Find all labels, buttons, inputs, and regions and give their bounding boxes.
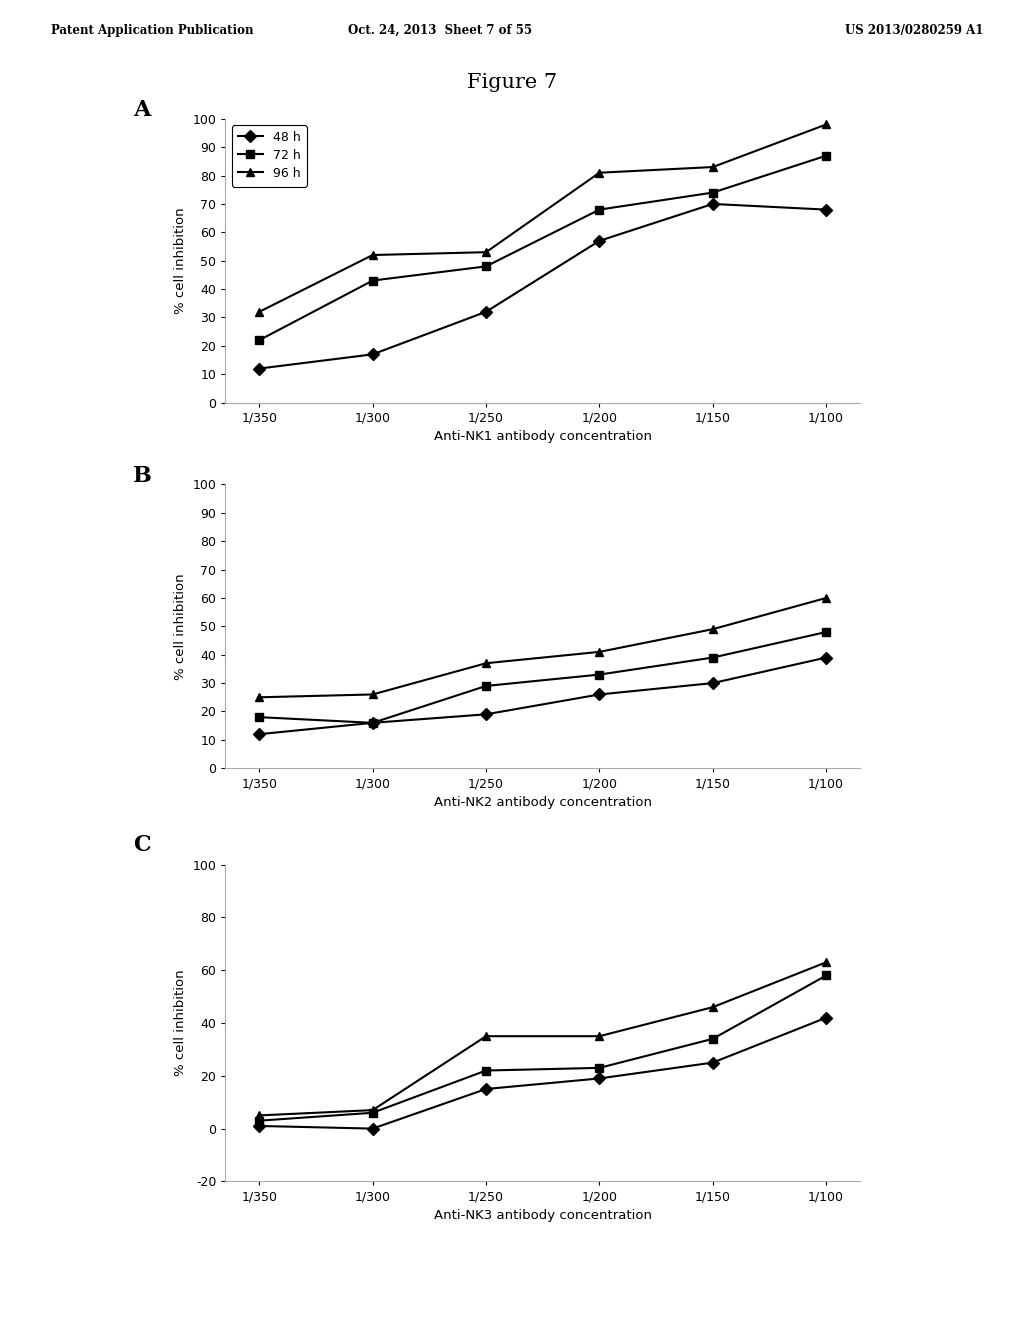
96 h <box>480 244 493 260</box>
X-axis label: Anti-NK3 antibody concentration: Anti-NK3 antibody concentration <box>434 1209 651 1222</box>
Line: 72 h: 72 h <box>255 972 830 1125</box>
96 h <box>367 247 379 263</box>
Line: 96 h: 96 h <box>255 594 830 701</box>
Line: 72 h: 72 h <box>255 152 830 345</box>
96 h <box>593 165 605 181</box>
Text: Figure 7: Figure 7 <box>467 73 557 91</box>
Line: 96 h: 96 h <box>255 120 830 315</box>
72 h <box>367 1105 379 1121</box>
Text: B: B <box>133 465 152 487</box>
Legend: 48 h, 72 h, 96 h: 48 h, 72 h, 96 h <box>231 125 307 186</box>
72 h <box>480 259 493 275</box>
48 h <box>367 346 379 362</box>
96 h <box>253 1107 265 1123</box>
96 h <box>367 686 379 702</box>
96 h <box>253 689 265 705</box>
Text: C: C <box>133 834 151 857</box>
96 h <box>707 622 719 638</box>
72 h <box>253 333 265 348</box>
48 h <box>707 1055 719 1071</box>
96 h <box>707 999 719 1015</box>
X-axis label: Anti-NK2 antibody concentration: Anti-NK2 antibody concentration <box>434 796 651 809</box>
96 h <box>253 304 265 319</box>
96 h <box>593 1028 605 1044</box>
Y-axis label: % cell inhibition: % cell inhibition <box>174 573 186 680</box>
48 h <box>253 1118 265 1134</box>
72 h <box>367 273 379 289</box>
Line: 72 h: 72 h <box>255 628 830 727</box>
X-axis label: Anti-NK1 antibody concentration: Anti-NK1 antibody concentration <box>434 430 651 444</box>
48 h <box>593 1071 605 1086</box>
72 h <box>367 715 379 731</box>
72 h <box>480 678 493 694</box>
72 h <box>707 1031 719 1047</box>
96 h <box>480 655 493 671</box>
48 h <box>593 232 605 248</box>
72 h <box>593 202 605 218</box>
96 h <box>820 954 833 970</box>
72 h <box>820 624 833 640</box>
96 h <box>593 644 605 660</box>
96 h <box>707 160 719 176</box>
72 h <box>480 1063 493 1078</box>
Text: Patent Application Publication: Patent Application Publication <box>51 24 254 37</box>
72 h <box>820 148 833 164</box>
Line: 48 h: 48 h <box>255 1014 830 1133</box>
48 h <box>593 686 605 702</box>
Text: Oct. 24, 2013  Sheet 7 of 55: Oct. 24, 2013 Sheet 7 of 55 <box>348 24 532 37</box>
96 h <box>480 1028 493 1044</box>
48 h <box>480 304 493 319</box>
48 h <box>253 726 265 742</box>
48 h <box>367 715 379 731</box>
96 h <box>820 116 833 132</box>
96 h <box>820 590 833 606</box>
72 h <box>593 667 605 682</box>
Text: A: A <box>133 99 151 121</box>
Line: 96 h: 96 h <box>255 958 830 1119</box>
48 h <box>253 360 265 376</box>
Y-axis label: % cell inhibition: % cell inhibition <box>174 207 186 314</box>
72 h <box>707 649 719 665</box>
48 h <box>480 1081 493 1097</box>
48 h <box>820 202 833 218</box>
Line: 48 h: 48 h <box>255 199 830 372</box>
48 h <box>820 1010 833 1026</box>
Text: US 2013/0280259 A1: US 2013/0280259 A1 <box>845 24 983 37</box>
72 h <box>820 968 833 983</box>
48 h <box>707 197 719 213</box>
48 h <box>707 676 719 692</box>
Y-axis label: % cell inhibition: % cell inhibition <box>174 970 186 1076</box>
48 h <box>820 649 833 665</box>
72 h <box>593 1060 605 1076</box>
48 h <box>480 706 493 722</box>
48 h <box>367 1121 379 1137</box>
Line: 48 h: 48 h <box>255 653 830 738</box>
72 h <box>253 1113 265 1129</box>
72 h <box>707 185 719 201</box>
96 h <box>367 1102 379 1118</box>
72 h <box>253 709 265 725</box>
